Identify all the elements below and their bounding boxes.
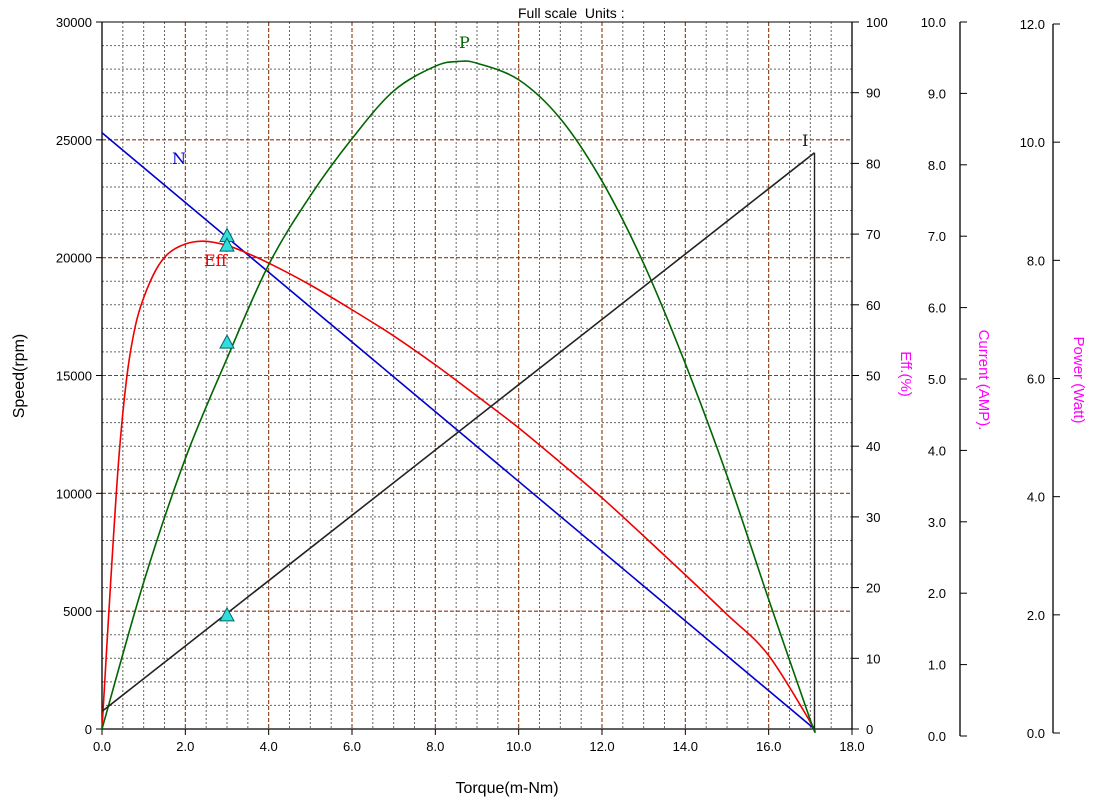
series-label-p: P [459,33,470,52]
current-tick-label: 3.0 [928,515,946,530]
x-tick-label: 12.0 [589,739,614,754]
power-tick-label: 12.0 [1020,17,1045,32]
eff-tick-label: 0 [866,722,873,737]
current-tick-label: 0.0 [928,729,946,744]
series-line-n [101,132,816,730]
speed-tick-label: 10000 [56,486,92,501]
current-axis-title: Current (AMP). [975,330,992,431]
series-line-i [101,152,815,712]
series-line-eff [101,240,816,730]
series-label-n: N [172,149,186,168]
speed-axis-title: Speed(rpm) [11,334,28,418]
chart-labels: Torque(m-Nm) Speed(rpm) Eff.(%) Current (AM… [11,33,1087,797]
plot-grid [102,22,852,729]
x-tick-label: 8.0 [426,739,444,754]
x-tick-label: 0.0 [93,739,111,754]
marker-eff [219,237,235,252]
speed-tick-label: 0 [85,722,92,737]
x-tick-label: 2.0 [176,739,194,754]
current-tick-label: 1.0 [928,658,946,673]
power-tick-label: 10.0 [1020,135,1045,150]
current-tick-label: 2.0 [928,586,946,601]
current-tick-label: 9.0 [928,86,946,101]
eff-tick-label: 40 [866,439,880,454]
series-label-i: I [802,131,808,150]
x-tick-label: 14.0 [673,739,698,754]
current-tick-label: 8.0 [928,158,946,173]
eff-tick-label: 80 [866,156,880,171]
eff-tick-label: 30 [866,510,880,525]
eff-tick-label: 90 [866,86,880,101]
current-tick-label: 6.0 [928,301,946,316]
current-tick-label: 10.0 [921,15,946,30]
eff-tick-label: 20 [866,581,880,596]
x-tick-label: 6.0 [343,739,361,754]
x-axis-title: Torque(m-Nm) [455,780,558,797]
chart-series [101,60,816,733]
power-tick-label: 0.0 [1027,726,1045,741]
series-line-p [101,60,816,733]
eff-tick-label: 100 [866,15,888,30]
full-scale-units-header: Full scale Units : [518,5,625,21]
x-tick-label: 4.0 [260,739,278,754]
current-tick-label: 4.0 [928,443,946,458]
x-tick-label: 10.0 [506,739,531,754]
series-label-eff: Eff [204,251,229,270]
chart-axes: 0.0 2.0 4.0 6.0 8.0 10.0 12.0 14.0 16.0 18.005000… [56,15,1060,754]
marker-current [219,606,235,622]
speed-tick-label: 15000 [56,369,92,384]
eff-tick-label: 60 [866,298,880,313]
eff-axis-title: Eff.(%) [897,351,914,397]
speed-tick-label: 20000 [56,251,92,266]
power-tick-label: 2.0 [1027,608,1045,623]
speed-tick-label: 25000 [56,133,92,148]
current-tick-label: 5.0 [928,372,946,387]
marker-power [219,334,235,349]
eff-tick-label: 10 [866,651,880,666]
eff-tick-label: 50 [866,369,880,384]
speed-tick-label: 5000 [63,604,92,619]
power-axis-title: Power (Watt) [1070,337,1087,424]
power-tick-label: 6.0 [1027,372,1045,387]
current-tick-label: 7.0 [928,229,946,244]
power-tick-label: 8.0 [1027,253,1045,268]
speed-tick-label: 30000 [56,15,92,30]
x-tick-label: 16.0 [756,739,781,754]
x-tick-label: 18.0 [839,739,864,754]
eff-tick-label: 70 [866,227,880,242]
power-tick-label: 4.0 [1027,490,1045,505]
operating-point-markers [219,227,235,622]
